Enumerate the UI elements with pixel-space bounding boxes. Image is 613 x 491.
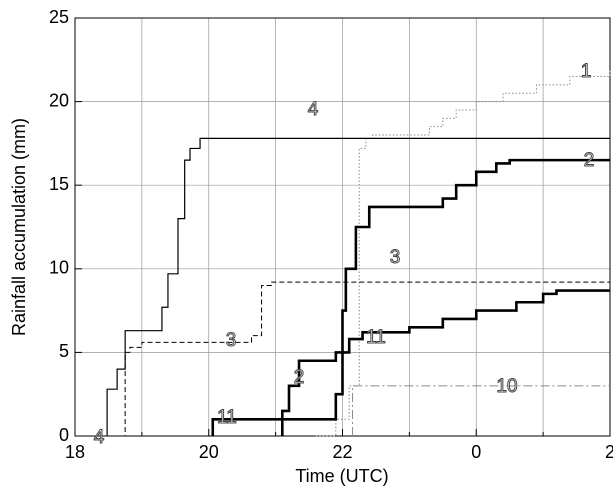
series-label: 2 — [294, 367, 305, 388]
series-line — [281, 158, 610, 436]
x-tick-label: 0 — [471, 442, 481, 462]
y-axis-label: Rainfall accumulation (mm) — [9, 118, 29, 336]
y-tick-label: 25 — [49, 7, 69, 27]
y-tick-label: 0 — [59, 425, 69, 445]
series-label: 2 — [584, 150, 595, 171]
series-label: 11 — [217, 407, 237, 428]
series-label: 1 — [581, 61, 592, 82]
plot-frame — [74, 17, 611, 437]
y-tick-label: 20 — [49, 90, 69, 110]
series-line — [352, 385, 610, 436]
y-tick-label: 15 — [49, 174, 69, 194]
series-label: 4 — [308, 99, 319, 120]
series-line — [106, 137, 610, 436]
series-line — [315, 69, 611, 437]
x-tick-label: 22 — [332, 442, 352, 462]
x-tick-label: 2 — [605, 442, 613, 462]
series-line — [211, 289, 610, 436]
x-tick-label: 20 — [199, 442, 219, 462]
x-tick-label: 18 — [65, 442, 85, 462]
y-tick-label: 5 — [59, 341, 69, 361]
series-label: 3 — [226, 330, 237, 351]
series-line — [113, 281, 610, 437]
series-label: 3 — [390, 247, 401, 268]
series-label: 10 — [496, 376, 517, 397]
series-label: 11 — [366, 327, 386, 348]
y-tick-label: 10 — [49, 258, 69, 278]
series-label: 4 — [94, 427, 105, 448]
x-axis-label: Time (UTC) — [295, 466, 388, 486]
